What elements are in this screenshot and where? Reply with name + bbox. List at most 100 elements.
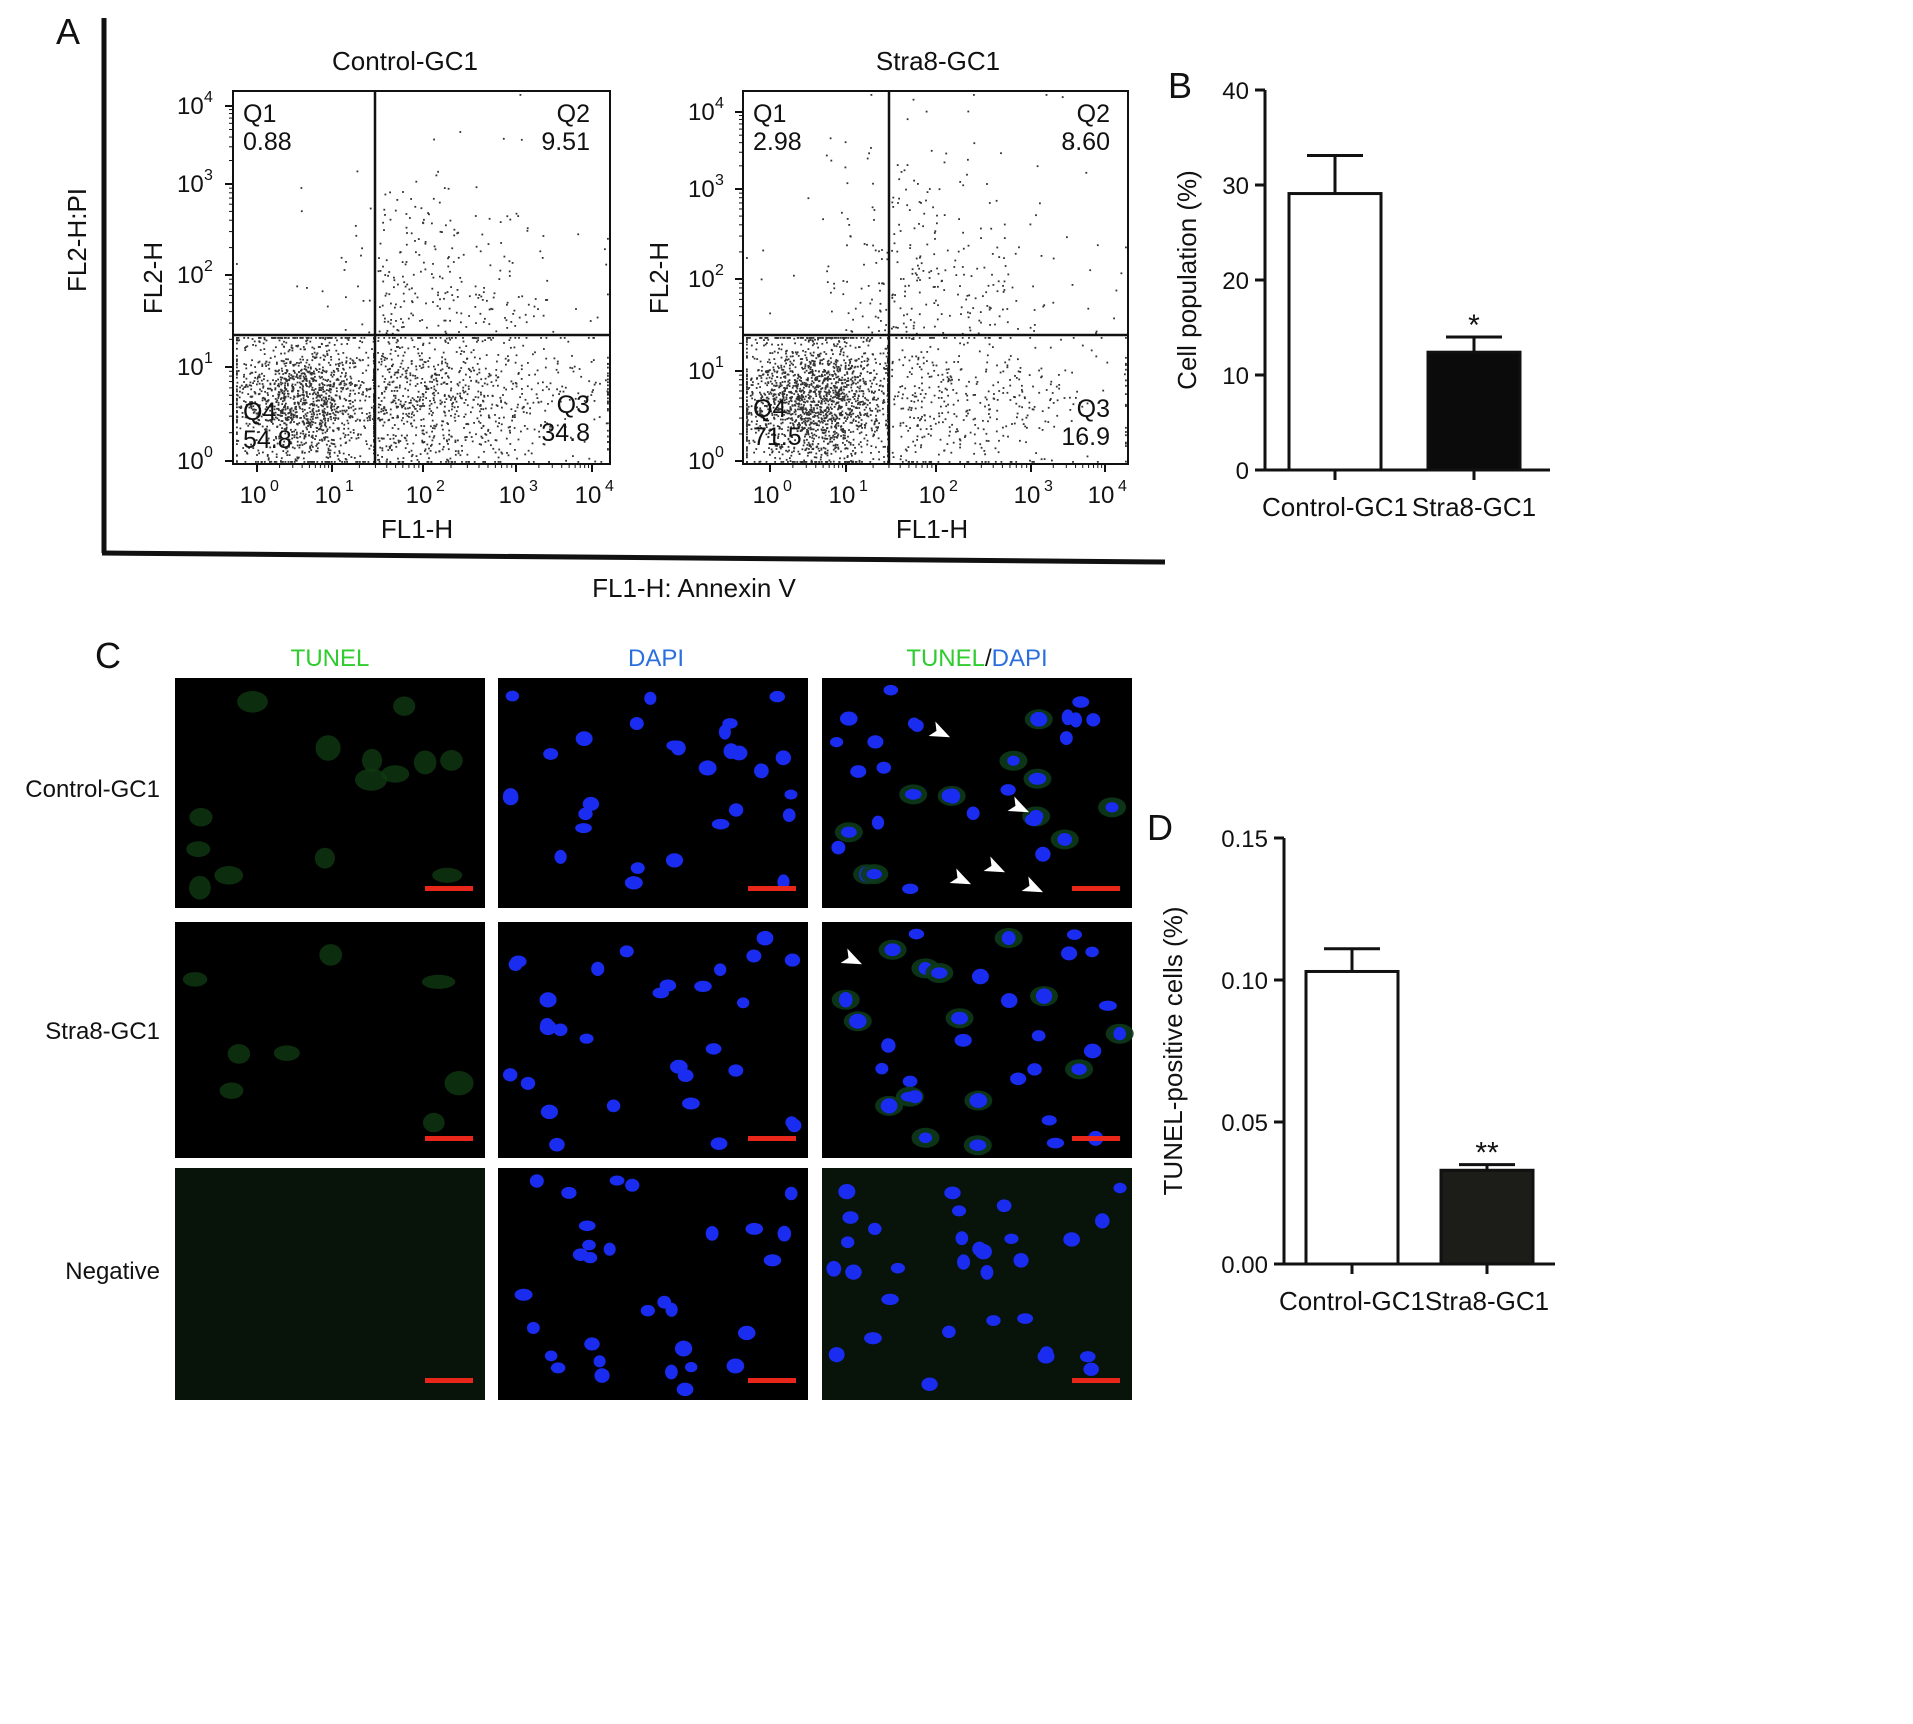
flow-dot bbox=[799, 397, 802, 399]
flow-dot bbox=[783, 393, 786, 396]
flow-dot bbox=[342, 432, 345, 435]
flow-dot bbox=[385, 386, 388, 389]
flow-dot bbox=[307, 371, 310, 374]
flow-dot bbox=[759, 407, 762, 410]
flow-dot bbox=[867, 344, 870, 347]
flow-dot bbox=[587, 337, 590, 339]
flow-dot bbox=[809, 368, 812, 371]
flow-dot bbox=[936, 214, 938, 217]
flow-dot bbox=[767, 397, 770, 400]
flow-dot bbox=[395, 341, 398, 344]
flow-dot bbox=[347, 406, 350, 408]
flow-dot bbox=[296, 362, 298, 364]
flow-dot bbox=[972, 307, 975, 309]
flow-dot bbox=[994, 447, 997, 450]
flow-dot bbox=[833, 396, 835, 399]
flow-dot bbox=[533, 428, 536, 431]
flow-dot bbox=[449, 457, 452, 460]
flow-dot bbox=[404, 263, 407, 266]
flow-dot bbox=[893, 398, 895, 401]
flow-dot bbox=[362, 461, 364, 463]
flow-dot bbox=[846, 182, 849, 185]
flow-dot bbox=[256, 421, 259, 424]
flow-dot bbox=[300, 398, 303, 401]
flow-dot bbox=[305, 441, 307, 444]
flow-dot bbox=[777, 437, 779, 439]
flow-dot bbox=[280, 398, 282, 401]
flow-dot bbox=[313, 347, 316, 350]
flow-dot bbox=[288, 445, 290, 448]
flow-dot bbox=[832, 444, 835, 447]
flow-dot bbox=[827, 410, 830, 413]
flow-dot bbox=[279, 437, 282, 440]
flow-dot bbox=[503, 386, 506, 389]
flow-dot bbox=[799, 375, 801, 378]
flow-dot bbox=[504, 401, 506, 404]
flow-dot bbox=[392, 380, 395, 383]
flow-dot bbox=[828, 418, 831, 421]
flow-dot bbox=[296, 401, 299, 404]
flow-dot bbox=[945, 152, 948, 155]
flow-dot bbox=[280, 337, 283, 339]
flow-dot bbox=[409, 383, 411, 386]
flow-dot bbox=[350, 381, 352, 384]
flow-dot bbox=[383, 337, 386, 339]
flow-dot bbox=[567, 340, 570, 343]
flow-dot bbox=[426, 452, 429, 455]
flow-dot bbox=[818, 424, 820, 427]
flow-dot bbox=[837, 447, 840, 450]
flow-dot bbox=[340, 387, 343, 389]
flow-dot bbox=[327, 447, 330, 450]
flow-dot bbox=[367, 461, 370, 463]
flow-dot bbox=[781, 391, 784, 393]
flow-dot bbox=[841, 396, 844, 398]
flow-dot bbox=[847, 413, 849, 416]
flow-dot bbox=[905, 459, 908, 462]
flow-dot bbox=[607, 388, 609, 390]
flow-dot bbox=[430, 410, 433, 412]
flow-dot bbox=[340, 390, 343, 393]
flow-dot bbox=[454, 337, 457, 339]
flow-dot bbox=[544, 421, 546, 423]
flow-dot bbox=[328, 426, 331, 429]
flow-dot bbox=[281, 343, 284, 346]
flow-dot bbox=[826, 411, 829, 414]
flow-dot bbox=[906, 204, 909, 207]
flow-dot bbox=[479, 422, 482, 424]
flow-dot bbox=[236, 263, 238, 265]
flow-dot bbox=[773, 397, 776, 400]
flow-dot bbox=[844, 430, 846, 432]
flow-dot bbox=[605, 263, 608, 266]
flow-dot bbox=[312, 421, 315, 424]
flow-dot bbox=[444, 411, 446, 414]
flow-dot bbox=[824, 377, 827, 380]
flow-dot bbox=[845, 337, 848, 339]
flow-dot bbox=[527, 303, 530, 306]
flow-dot bbox=[763, 392, 766, 395]
flow-dot bbox=[313, 461, 315, 463]
flow-dot bbox=[840, 399, 843, 402]
flow-dot bbox=[293, 370, 296, 373]
flow-dot bbox=[278, 393, 281, 396]
flow-dot bbox=[337, 370, 340, 372]
flow-dot bbox=[477, 381, 480, 384]
flow-dot bbox=[607, 393, 609, 396]
flow-dot bbox=[320, 404, 323, 406]
flow-dot bbox=[803, 461, 805, 463]
flow-dot bbox=[836, 434, 839, 437]
flow-dot bbox=[380, 410, 382, 413]
flow-dot bbox=[980, 227, 982, 230]
flow-dot bbox=[929, 337, 932, 339]
flow-dot bbox=[477, 456, 480, 459]
flow-dot bbox=[877, 316, 880, 319]
flow-dot bbox=[381, 355, 383, 357]
flow-dot bbox=[822, 414, 825, 417]
flow-dot bbox=[305, 415, 308, 417]
flow-dot bbox=[746, 438, 748, 441]
flow-dot bbox=[949, 375, 952, 378]
flow-dot bbox=[462, 340, 465, 343]
flow-dot bbox=[509, 443, 512, 445]
flow-dot bbox=[417, 390, 420, 393]
flow-dot bbox=[427, 365, 430, 368]
flow-dot bbox=[790, 362, 793, 365]
